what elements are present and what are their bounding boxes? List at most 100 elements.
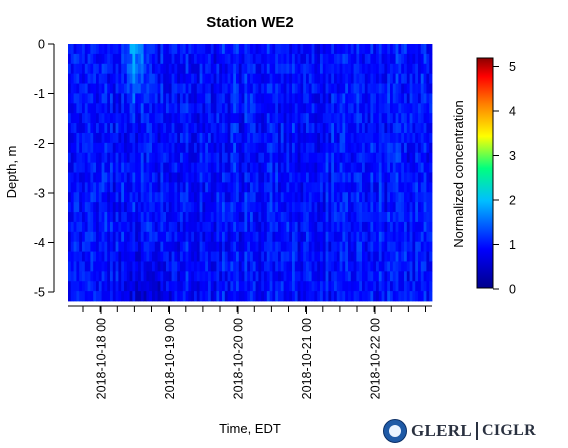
heatmap-cell bbox=[348, 132, 352, 144]
heatmap-cell bbox=[238, 291, 242, 302]
heatmap-cell bbox=[392, 73, 396, 84]
heatmap-cell bbox=[359, 162, 363, 173]
heatmap-cell bbox=[373, 44, 377, 55]
heatmap-cell bbox=[404, 73, 408, 84]
heatmap-cell bbox=[241, 261, 245, 272]
heatmap-cell bbox=[160, 192, 164, 203]
heatmap-cell bbox=[381, 123, 385, 134]
heatmap-cell bbox=[297, 221, 301, 233]
heatmap-cell bbox=[367, 152, 371, 164]
heatmap-cell bbox=[163, 73, 167, 84]
heatmap-cell bbox=[255, 132, 259, 144]
heatmap-cell bbox=[208, 93, 212, 104]
heatmap-cell bbox=[398, 162, 402, 173]
heatmap-cell bbox=[110, 291, 114, 302]
heatmap-cell bbox=[188, 192, 192, 203]
heatmap-cell bbox=[115, 93, 119, 104]
heatmap-cell bbox=[409, 221, 413, 233]
heatmap-cell bbox=[278, 281, 282, 292]
heatmap-cell bbox=[339, 123, 343, 134]
heatmap-cell bbox=[87, 212, 91, 223]
heatmap-cell bbox=[370, 103, 374, 114]
heatmap-cell bbox=[160, 73, 164, 84]
heatmap-cell bbox=[320, 231, 324, 243]
heatmap-cell bbox=[236, 281, 240, 292]
heatmap-cell bbox=[412, 241, 416, 252]
heatmap-cell bbox=[418, 152, 422, 164]
heatmap-cell bbox=[250, 271, 254, 282]
heatmap-cell bbox=[219, 63, 223, 75]
heatmap-cell bbox=[160, 291, 164, 302]
heatmap-cell bbox=[336, 182, 340, 193]
heatmap-cell bbox=[244, 142, 248, 154]
heatmap-cell bbox=[149, 251, 153, 262]
heatmap-cell bbox=[104, 152, 108, 164]
heatmap-cell bbox=[87, 192, 91, 203]
heatmap-cell bbox=[426, 123, 430, 134]
heatmap-cell bbox=[160, 241, 164, 252]
heatmap-cell bbox=[213, 192, 217, 203]
heatmap-cell bbox=[96, 83, 100, 94]
heatmap-cell bbox=[82, 113, 86, 124]
heatmap-cell bbox=[255, 241, 259, 252]
heatmap-cell bbox=[233, 73, 237, 84]
heatmap-cell bbox=[325, 123, 329, 134]
heatmap-cell bbox=[196, 271, 200, 282]
heatmap-cell bbox=[188, 63, 192, 75]
heatmap-cell bbox=[359, 113, 363, 124]
heatmap-cell bbox=[107, 123, 111, 134]
heatmap-cell bbox=[101, 152, 105, 164]
heatmap-cell bbox=[146, 63, 150, 75]
heatmap-cell bbox=[107, 202, 111, 213]
heatmap-cell bbox=[96, 281, 100, 292]
heatmap-cell bbox=[205, 192, 209, 203]
heatmap-cell bbox=[294, 73, 298, 84]
heatmap-cell bbox=[185, 231, 189, 243]
heatmap-cell bbox=[93, 123, 97, 134]
heatmap-cell bbox=[140, 73, 144, 84]
heatmap-cell bbox=[264, 123, 268, 134]
heatmap-cell bbox=[404, 152, 408, 164]
heatmap-cell bbox=[132, 261, 136, 272]
heatmap-cell bbox=[129, 212, 133, 223]
heatmap-cell bbox=[359, 182, 363, 193]
heatmap-cell bbox=[90, 172, 94, 183]
heatmap-cell bbox=[306, 63, 310, 75]
heatmap-cell bbox=[208, 53, 212, 65]
heatmap-cell bbox=[82, 202, 86, 213]
heatmap-cell bbox=[68, 73, 72, 84]
heatmap-cell bbox=[140, 63, 144, 75]
heatmap-cell bbox=[303, 53, 307, 65]
heatmap-cell bbox=[345, 152, 349, 164]
heatmap-cell bbox=[182, 192, 186, 203]
heatmap-cell bbox=[219, 221, 223, 233]
heatmap-cell bbox=[395, 221, 399, 233]
heatmap-cell bbox=[154, 83, 158, 94]
heatmap-cell bbox=[331, 63, 335, 75]
heatmap-cell bbox=[336, 93, 340, 104]
heatmap-cell bbox=[180, 221, 184, 233]
heatmap-cell bbox=[269, 73, 273, 84]
heatmap-cell bbox=[336, 132, 340, 144]
heatmap-cell bbox=[336, 44, 340, 55]
heatmap-cell bbox=[429, 221, 433, 233]
heatmap-cell bbox=[129, 113, 133, 124]
heatmap-cell bbox=[322, 142, 326, 154]
heatmap-cell bbox=[87, 53, 91, 65]
heatmap-cell bbox=[359, 93, 363, 104]
heatmap-cell bbox=[132, 113, 136, 124]
heatmap-cell bbox=[278, 53, 282, 65]
heatmap-cell bbox=[350, 152, 354, 164]
heatmap-cell bbox=[356, 132, 360, 144]
heatmap-cell bbox=[280, 123, 284, 134]
heatmap-cell bbox=[328, 261, 332, 272]
heatmap-cell bbox=[252, 142, 256, 154]
heatmap-cell bbox=[82, 221, 86, 233]
heatmap-cell bbox=[261, 142, 265, 154]
heatmap-cell bbox=[356, 123, 360, 134]
heatmap-cell bbox=[269, 261, 273, 272]
heatmap-cell bbox=[303, 113, 307, 124]
heatmap-cell bbox=[132, 142, 136, 154]
heatmap-cell bbox=[126, 132, 130, 144]
heatmap-cell bbox=[227, 241, 231, 252]
